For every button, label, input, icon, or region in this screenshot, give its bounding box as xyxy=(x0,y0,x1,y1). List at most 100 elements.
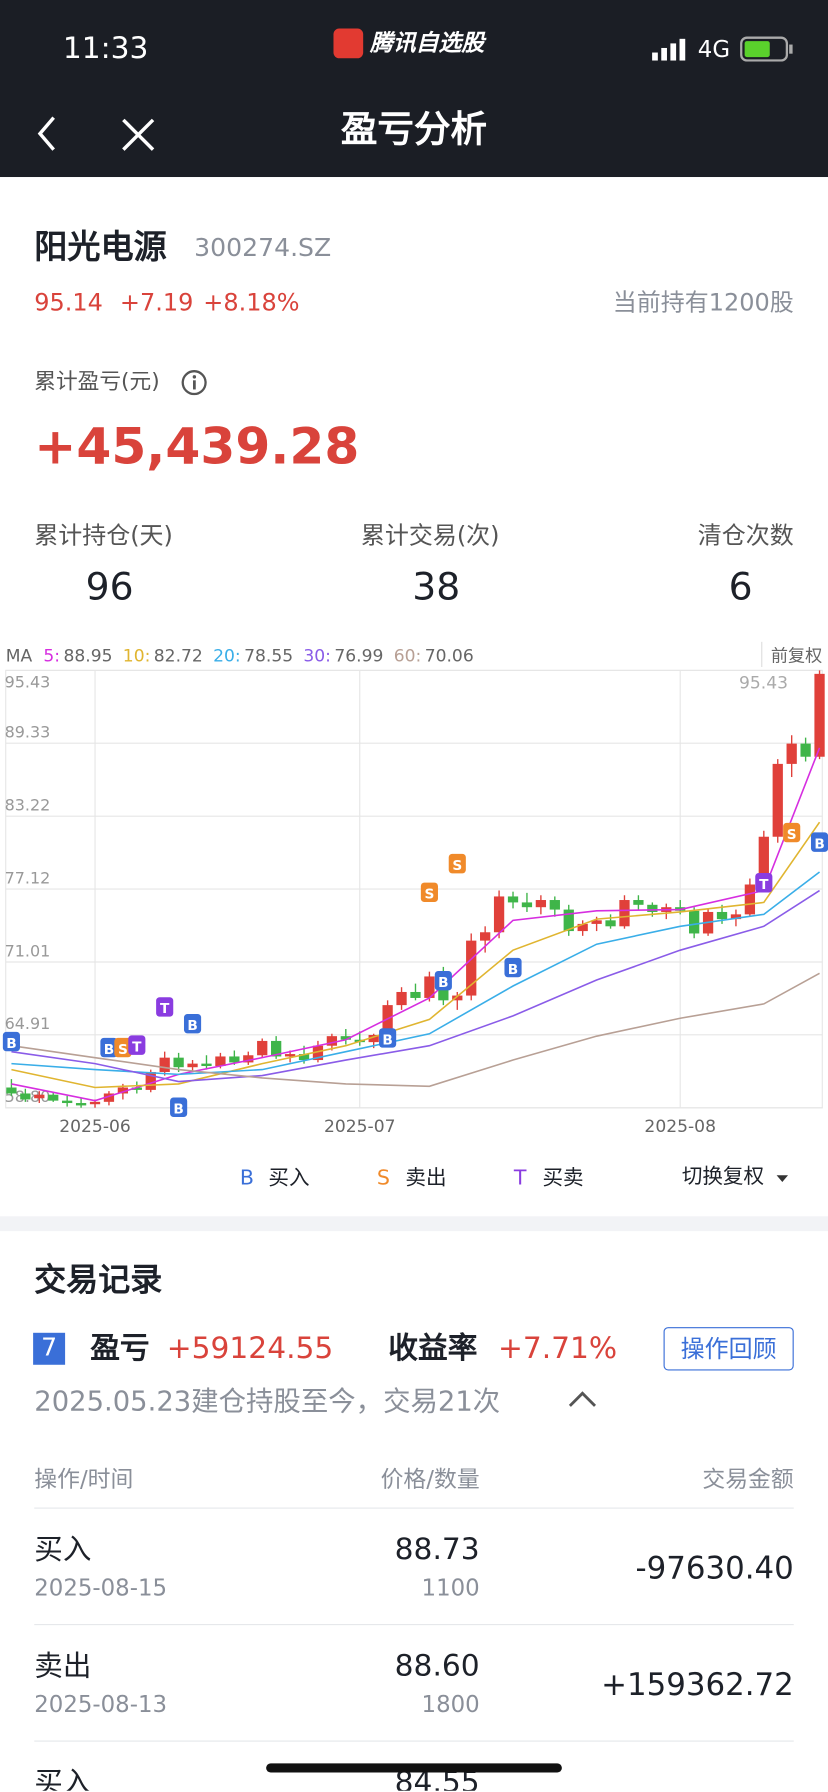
candle-body xyxy=(271,1040,282,1057)
trade-marker: B xyxy=(100,1037,118,1058)
row-divider xyxy=(34,1740,794,1742)
marker-letter: B xyxy=(438,975,448,991)
ma-value: 82.72 xyxy=(154,646,203,666)
candle-body xyxy=(689,910,700,934)
stock-name: 阳光电源 xyxy=(34,227,167,267)
candle-body xyxy=(563,909,574,932)
pl-label: 累计盈亏(元) xyxy=(34,368,160,395)
marker-box xyxy=(434,970,452,991)
stock-change-pct: +8.18% xyxy=(203,288,300,317)
ma-label: MA xyxy=(6,646,33,666)
marker-letter: B xyxy=(173,1102,183,1118)
nav-buttons[interactable] xyxy=(29,108,166,159)
trade-marker: B xyxy=(504,957,522,978)
stat-label: 累计交易(次) xyxy=(360,521,500,550)
pl-label: 盈亏 xyxy=(90,1331,150,1366)
stat-label: 清仓次数 xyxy=(697,521,794,550)
trade-marker: B xyxy=(170,1097,188,1118)
app-icon xyxy=(333,28,364,59)
amount: -97630.40 xyxy=(635,1550,794,1587)
marker-box xyxy=(183,1013,202,1034)
marker-box xyxy=(156,997,174,1017)
ma-line xyxy=(11,747,821,1102)
candle-body xyxy=(131,1087,142,1090)
top-bar xyxy=(0,0,828,178)
switch-adjust[interactable]: 切换复权 xyxy=(681,1164,765,1189)
candle-body xyxy=(215,1056,226,1067)
candle-body xyxy=(326,1036,338,1046)
ma-line xyxy=(11,871,821,1076)
ma-name: 10: xyxy=(123,646,151,666)
signal-icon xyxy=(652,38,686,61)
x-tick-label: 2025-07 xyxy=(324,1117,396,1137)
candle-body xyxy=(591,920,602,924)
candle-body xyxy=(396,991,407,1006)
legend-text: 买入 xyxy=(268,1166,310,1191)
candle-body xyxy=(800,743,811,757)
nav-title: 盈亏分析 xyxy=(340,107,488,151)
candle-body xyxy=(6,1087,17,1094)
stat-value: 38 xyxy=(412,564,461,609)
marker-box xyxy=(100,1037,118,1058)
marker-letter: B xyxy=(187,1018,197,1034)
candle-body xyxy=(647,904,658,912)
row-divider xyxy=(34,1507,794,1509)
candle-body xyxy=(382,1005,393,1035)
y-tick-label: 89.33 xyxy=(5,723,51,742)
marker-letter: T xyxy=(160,1001,170,1017)
review-button[interactable]: 操作回顾 xyxy=(663,1327,794,1371)
legend-letter: S xyxy=(376,1166,390,1191)
marker-box xyxy=(448,853,466,874)
max-price-label: 95.43 xyxy=(739,674,788,694)
y-tick-label: 77.12 xyxy=(5,868,51,887)
trade-marker: S xyxy=(448,853,466,874)
trade-marker: B xyxy=(2,1031,20,1052)
candle-body xyxy=(257,1040,268,1056)
marker-box xyxy=(128,1035,146,1055)
marker-box xyxy=(420,882,438,902)
trade-marker: S xyxy=(420,882,438,903)
marker-letter: T xyxy=(132,1039,142,1055)
price: 88.60 xyxy=(394,1649,480,1684)
qty: 1100 xyxy=(421,1573,480,1602)
trade-marker: T xyxy=(156,997,174,1017)
candle-body xyxy=(507,896,519,903)
op: 卖出 xyxy=(34,1649,92,1683)
info-icon[interactable] xyxy=(180,369,207,396)
candle-body xyxy=(619,900,630,927)
marker-box xyxy=(755,873,773,893)
candle-body xyxy=(633,900,644,905)
candle-body xyxy=(229,1056,240,1063)
home-indicator xyxy=(266,1763,562,1773)
battery-icon xyxy=(740,36,793,62)
marker-letter: S xyxy=(424,887,434,903)
trade-marker: B xyxy=(183,1013,202,1034)
badge: 7 xyxy=(33,1332,66,1365)
stat-value: 96 xyxy=(85,564,134,609)
trade-marker: T xyxy=(755,873,773,893)
stat-label: 累计持仓(天) xyxy=(34,521,173,550)
candle-body xyxy=(521,902,533,908)
stock-code: 300274.SZ xyxy=(194,234,332,263)
marker-box xyxy=(114,1037,132,1058)
ma-name: 5: xyxy=(43,646,60,666)
candle-body xyxy=(89,1101,101,1105)
candle-body xyxy=(243,1055,254,1063)
candle-body xyxy=(284,1054,296,1057)
candle-body xyxy=(62,1100,73,1104)
ma-value: 76.99 xyxy=(334,646,383,666)
marker-letter: B xyxy=(814,836,824,852)
collapse-caret[interactable] xyxy=(566,1388,598,1411)
records-title: 交易记录 xyxy=(34,1260,163,1299)
op: 买入 xyxy=(34,1765,92,1791)
marker-letter: B xyxy=(6,1036,16,1052)
adjust-label: 前复权 xyxy=(771,646,822,666)
kline-chart: MA 5: 88.95 10: 82.72 20: 78.55 30: 76.99 60: 70.0… xyxy=(2,641,828,1137)
stock-price: 95.14 xyxy=(34,288,103,317)
candle-body xyxy=(480,932,491,941)
marker-letter: S xyxy=(787,827,797,843)
pl-value: +45,439.28 xyxy=(34,417,360,477)
marker-letter: T xyxy=(759,877,769,893)
candle-body xyxy=(786,743,797,764)
